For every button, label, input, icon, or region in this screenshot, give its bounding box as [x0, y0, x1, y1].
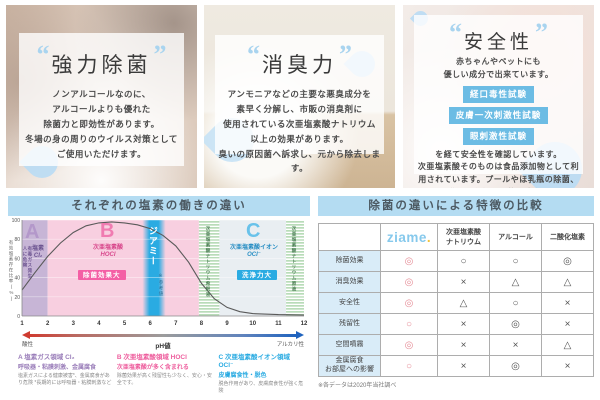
region-b-letter: B	[100, 220, 115, 242]
svg-text:11: 11	[275, 321, 282, 327]
card-intro: 赤ちゃんやペットにも 優しい成分で出来ています。	[443, 57, 554, 79]
feature-card-panel: “ 強力除菌 ” ノンアルコールなのに、 アルコールよりも優れた 除菌力と即効性…	[19, 33, 184, 166]
table-row: 空間噴霧 ◎ × × △	[318, 334, 594, 356]
test-badge: 皮膚一次刺激性試験	[448, 106, 549, 124]
feature-card-panel: “ 消臭力 ” アンモニアなどの主要な悪臭成分を 素早く分解し、市販の消臭剤に …	[215, 35, 384, 173]
table-header-row: ziame. 次亜塩素酸 ナトリウム アルコール 二酸化塩素	[318, 223, 594, 251]
axis-arrow-left-icon	[22, 331, 30, 339]
svg-text:3: 3	[72, 321, 76, 327]
svg-text:4: 4	[97, 321, 101, 327]
table-title: 除菌の違いによる特徴の比較	[318, 196, 594, 216]
ph-chart: 1 2 3 4 5 6 7 8 9 10 11 12 0 20 40 60 80 100 有効塩素存在比率(%) …	[8, 218, 310, 330]
region-a-note: 有毒ガス発生 人に危険	[22, 246, 33, 279]
safety-badges: 経口毒性試験 皮膚一次刺激性試験 眼刺激性試験	[414, 85, 583, 145]
open-quote-icon: “	[247, 40, 260, 69]
svg-text:9: 9	[225, 321, 229, 327]
close-quote-icon: ”	[153, 40, 167, 69]
na-diluted-label: 次亜塩素酸ナトリウム希釈液	[205, 226, 211, 298]
svg-text:60: 60	[14, 256, 20, 262]
comparison-table-panel: 除菌の違いによる特徴の比較 ziame. 次亜塩素酸 ナトリウム アルコール 二…	[318, 196, 594, 398]
card-title: 消臭力	[262, 54, 337, 77]
column-header: アルコール	[489, 223, 542, 251]
corner-cell	[318, 223, 381, 251]
card-body: ノンアルコールなのに、 アルコールよりも優れた 除菌力と即効性があります。 冬場…	[25, 89, 178, 159]
card-title: 強力除菌	[51, 54, 152, 77]
open-quote-icon: “	[448, 18, 462, 47]
table-row: 金属腐食 お部屋への影響 ○ × ◎ ×	[318, 355, 594, 377]
ziame-band-note: ※参考値	[158, 274, 164, 297]
svg-text:2: 2	[46, 321, 50, 327]
legend-item-a: A 塩素ガス領域 Cl₂ 呼吸器・粘膜刺激、金属腐食 塩素ガスによる健康被害*、…	[18, 354, 112, 387]
axis-acid-label: 酸性	[22, 342, 34, 348]
svg-text:10: 10	[249, 321, 256, 327]
close-quote-icon: ”	[535, 18, 548, 47]
region-a-letter: A	[25, 221, 40, 243]
table-row: 安全性 ◎ △ ○ ×	[318, 292, 594, 314]
ziame-band-label: ジアミー	[147, 226, 158, 266]
svg-text:80: 80	[14, 237, 20, 243]
close-quote-icon: ”	[339, 40, 352, 69]
test-badge: 経口毒性試験	[462, 85, 534, 103]
na-stock-label: 次亜塩素酸ナトリウム原液	[291, 226, 297, 292]
table-row: 除菌効果 ◎ ○ ○ ◎	[318, 250, 594, 272]
axis-ph-label: pH値	[155, 343, 171, 350]
ph-axis: 酸性 pH値 アルカリ性	[22, 331, 304, 350]
feature-card-safety: “ 安全性 ” 赤ちゃんやペットにも 優しい成分で出来ています。 経口毒性試験 …	[403, 5, 594, 188]
svg-text:7: 7	[174, 321, 178, 327]
axis-gradient-bar	[29, 334, 297, 337]
chlorine-chart-panel: それぞれの塩素の働きの違い	[8, 196, 310, 398]
legend-item-b: B 次亜塩素酸領域 HOCl 次亜塩素酸が多く含まれる 除菌効果が高く残留性も少…	[116, 354, 212, 387]
open-quote-icon: “	[36, 40, 50, 69]
svg-text:100: 100	[12, 218, 21, 224]
table-row: 残留性 ○ × ◎ ×	[318, 313, 594, 335]
feature-card-deodorize: “ 消臭力 ” アンモニアなどの主要な悪臭成分を 素早く分解し、市販の消臭剤に …	[204, 5, 395, 188]
feature-card-disinfect: “ 強力除菌 ” ノンアルコールなのに、 アルコールよりも優れた 除菌力と即効性…	[6, 5, 197, 188]
card-body: を経て安全性を確認しています。 次亜塩素酸そのものは食品添加物として利 用されて…	[417, 149, 580, 188]
svg-text:0: 0	[17, 314, 20, 320]
brand-logo: ziame.	[380, 223, 438, 251]
region-c-name: 次亜塩素酸イオン OCl⁻	[229, 245, 278, 258]
comparison-table: ziame. 次亜塩素酸 ナトリウム アルコール 二酸化塩素 除菌効果 ◎ ○ …	[318, 223, 594, 377]
table-row: 消臭効果 ◎ × △ △	[318, 271, 594, 293]
region-b-name: 次亜塩素酸 HOCl	[92, 245, 123, 258]
table-footnote: ※各データは2020年当社調べ	[318, 383, 397, 389]
test-badge: 眼刺激性試験	[462, 127, 534, 145]
axis-arrow-right-icon	[296, 331, 304, 339]
region-b-badge: 除菌効果大	[78, 270, 126, 281]
svg-text:1: 1	[20, 321, 24, 327]
axis-alkali-label: アルカリ性	[276, 342, 304, 348]
card-body: アンモニアなどの主要な悪臭成分を 素早く分解し、市販の消臭剤に 使用されている次…	[218, 89, 381, 174]
y-axis-label: 有効塩素存在比率(%)	[8, 240, 14, 302]
card-title: 安全性	[463, 32, 533, 53]
chart-title: それぞれの塩素の働きの違い	[8, 196, 310, 216]
svg-text:12: 12	[301, 321, 308, 327]
chart-legend: A 塩素ガス領域 Cl₂ 呼吸器・粘膜刺激、金属腐食 塩素ガスによる健康被害*、…	[8, 347, 310, 396]
svg-text:40: 40	[14, 276, 20, 282]
column-header: 二酸化塩素	[541, 223, 594, 251]
column-header: 次亜塩素酸 ナトリウム	[437, 223, 490, 251]
svg-text:5: 5	[123, 321, 127, 327]
svg-text:8: 8	[200, 321, 204, 327]
region-c-letter: C	[246, 220, 261, 242]
svg-text:20: 20	[14, 295, 20, 301]
svg-text:6: 6	[149, 321, 153, 327]
region-c-badge: 洗浄力大	[237, 270, 277, 281]
legend-item-c: C 次亜塩素酸イオン領域 OCl⁻ 皮膚腐食性・脱色 脱色作用があり、皮膚腐食性…	[218, 354, 304, 395]
feature-card-panel: “ 安全性 ” 赤ちゃんやペットにも 優しい成分で出来ています。 経口毒性試験 …	[414, 15, 583, 188]
region-a-name: 塩素 Cl₂	[32, 246, 45, 259]
